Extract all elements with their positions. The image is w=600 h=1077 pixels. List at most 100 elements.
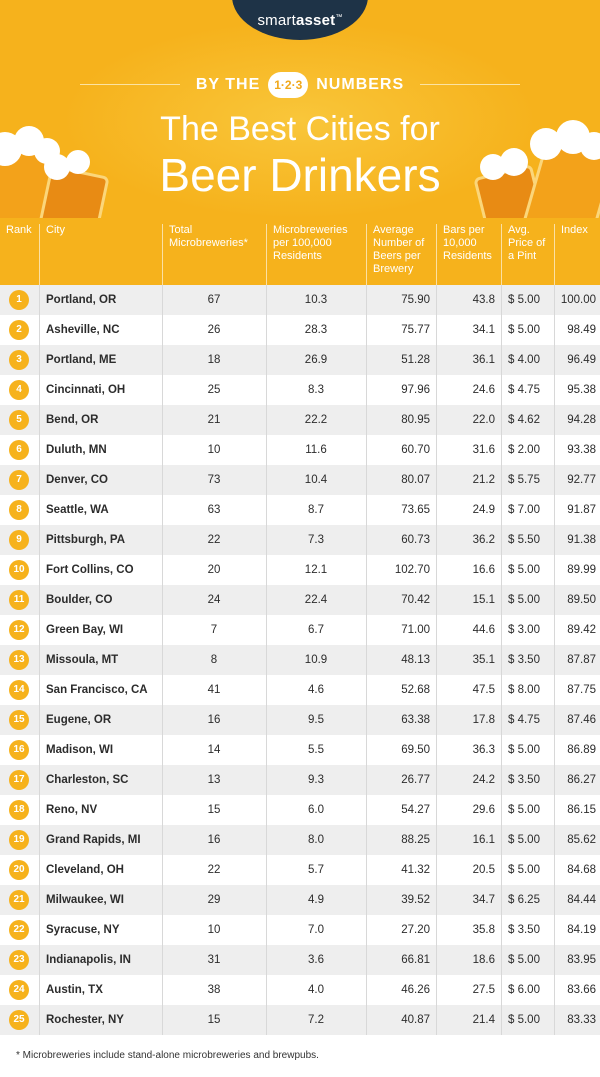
column-divider — [554, 885, 555, 915]
cell-bars: 34.7 — [472, 894, 495, 906]
cell-per100k: 22.2 — [304, 414, 328, 426]
column-divider — [554, 345, 555, 375]
cell-total: 18 — [207, 354, 221, 366]
column-divider — [162, 765, 163, 795]
table-row: 14 San Francisco, CA 41 4.6 52.68 47.5 $ 8.00 8… — [0, 675, 600, 705]
column-divider — [162, 465, 163, 495]
column-divider — [501, 285, 502, 315]
column-divider — [436, 735, 437, 765]
column-divider — [501, 825, 502, 855]
table-row: 5 Bend, OR 21 22.2 80.95 22.0 $ 4.62 94.28 — [0, 405, 600, 435]
cell-total: 73 — [207, 474, 221, 486]
column-divider — [162, 795, 163, 825]
column-divider — [162, 375, 163, 405]
cell-city: Madison, WI — [46, 744, 114, 756]
column-divider — [366, 405, 367, 435]
rank-badge: 17 — [9, 770, 29, 790]
table-row: 17 Charleston, SC 13 9.3 26.77 24.2 $ 3.50 86.2… — [0, 765, 600, 795]
cell-total: 13 — [207, 774, 221, 786]
cell-bars: 35.8 — [472, 924, 495, 936]
table-row: 19 Grand Rapids, MI 16 8.0 88.25 16.1 $ 5.00 85… — [0, 825, 600, 855]
cell-price: $ 5.50 — [508, 534, 540, 546]
cell-index: 93.38 — [567, 444, 596, 456]
cell-price: $ 7.00 — [508, 504, 540, 516]
cell-city: Cincinnati, OH — [46, 384, 126, 396]
cell-price: $ 6.00 — [508, 984, 540, 996]
rank-badge: 22 — [9, 920, 29, 940]
cell-price: $ 5.00 — [508, 744, 540, 756]
column-divider — [266, 675, 267, 705]
brand-logo[interactable]: smartasset™ — [0, 12, 600, 29]
column-divider — [39, 495, 40, 525]
cell-price: $ 5.00 — [508, 864, 540, 876]
cell-price: $ 5.00 — [508, 294, 540, 306]
cell-bars: 47.5 — [472, 684, 495, 696]
column-divider — [39, 585, 40, 615]
cell-city: Milwaukee, WI — [46, 894, 124, 906]
cell-beers: 46.26 — [401, 984, 430, 996]
table-row: 21 Milwaukee, WI 29 4.9 39.52 34.7 $ 6.25 84.44 — [0, 885, 600, 915]
column-divider — [366, 675, 367, 705]
cell-index: 100.00 — [560, 294, 596, 306]
cell-index: 94.28 — [567, 414, 596, 426]
cell-city: Asheville, NC — [46, 324, 120, 336]
cell-price: $ 3.50 — [508, 924, 540, 936]
column-divider — [266, 585, 267, 615]
column-divider — [436, 855, 437, 885]
col-header-beers: Average Number of Beers per Brewery — [366, 224, 436, 285]
cell-price: $ 5.00 — [508, 594, 540, 606]
cell-price: $ 5.00 — [508, 954, 540, 966]
tagline: BY THE 1·2·3 NUMBERS — [180, 72, 420, 98]
column-divider — [366, 375, 367, 405]
column-divider — [436, 885, 437, 915]
column-divider — [436, 795, 437, 825]
column-divider — [39, 975, 40, 1005]
column-divider — [554, 675, 555, 705]
cell-index: 87.87 — [567, 654, 596, 666]
column-divider — [436, 525, 437, 555]
column-divider — [436, 675, 437, 705]
cell-city: Cleveland, OH — [46, 864, 124, 876]
column-divider — [162, 915, 163, 945]
cell-index: 87.75 — [567, 684, 596, 696]
cell-bars: 29.6 — [472, 804, 495, 816]
cell-beers: 52.68 — [401, 684, 430, 696]
table-row: 8 Seattle, WA 63 8.7 73.65 24.9 $ 7.00 91.87 — [0, 495, 600, 525]
cell-bars: 36.3 — [472, 744, 495, 756]
cell-beers: 97.96 — [401, 384, 430, 396]
column-divider — [266, 285, 267, 315]
cell-beers: 80.07 — [401, 474, 430, 486]
table-row: 7 Denver, CO 73 10.4 80.07 21.2 $ 5.75 92.77 — [0, 465, 600, 495]
column-divider — [436, 975, 437, 1005]
table-header: Rank City Total Microbreweries* Microbre… — [0, 218, 600, 285]
column-divider — [501, 915, 502, 945]
column-divider — [39, 465, 40, 495]
rank-badge: 2 — [9, 320, 29, 340]
table-row: 24 Austin, TX 38 4.0 46.26 27.5 $ 6.00 83.66 — [0, 975, 600, 1005]
cell-index: 86.15 — [567, 804, 596, 816]
column-divider — [501, 735, 502, 765]
cell-city: Indianapolis, IN — [46, 954, 131, 966]
column-divider — [266, 975, 267, 1005]
cell-per100k: 4.0 — [308, 984, 324, 996]
cell-index: 83.33 — [567, 1014, 596, 1026]
cell-total: 8 — [210, 654, 218, 666]
column-divider — [366, 915, 367, 945]
cell-total: 16 — [207, 834, 221, 846]
cell-city: Austin, TX — [46, 984, 103, 996]
cell-index: 87.46 — [567, 714, 596, 726]
column-divider — [501, 345, 502, 375]
cell-bars: 20.5 — [472, 864, 495, 876]
cell-total: 38 — [207, 984, 221, 996]
cell-bars: 24.6 — [472, 384, 495, 396]
cell-beers: 71.00 — [401, 624, 430, 636]
column-divider — [501, 585, 502, 615]
cell-per100k: 10.3 — [304, 294, 328, 306]
column-divider — [501, 885, 502, 915]
column-divider — [39, 435, 40, 465]
cell-city: Charleston, SC — [46, 774, 129, 786]
column-divider — [554, 855, 555, 885]
column-divider — [266, 885, 267, 915]
cell-price: $ 2.00 — [508, 444, 540, 456]
table-body: 1 Portland, OR 67 10.3 75.90 43.8 $ 5.00 100.00… — [0, 285, 600, 1035]
